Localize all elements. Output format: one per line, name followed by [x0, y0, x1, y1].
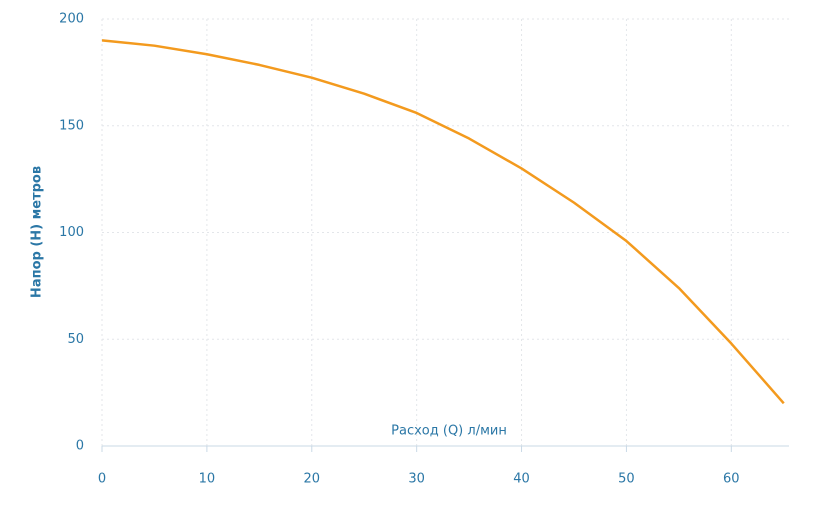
x-tick-label: 60 — [723, 472, 740, 487]
y-tick-label: 150 — [59, 118, 84, 133]
y-axis-label: Напор (H) метров — [30, 166, 45, 298]
x-tick-label: 0 — [98, 472, 106, 487]
x-tick-label: 20 — [303, 472, 320, 487]
y-tick-label: 200 — [59, 12, 84, 27]
x-tick-label: 10 — [199, 472, 216, 487]
y-tick-label: 100 — [59, 225, 84, 240]
x-tick-label: 40 — [513, 472, 530, 487]
x-tick-label: 30 — [408, 472, 425, 487]
x-tick-label: 50 — [618, 472, 635, 487]
line-series — [101, 39, 785, 405]
y-tick-label: 50 — [67, 332, 84, 347]
x-axis-label: Расход (Q) л/мин — [391, 424, 507, 439]
y-tick-label: 0 — [76, 439, 84, 454]
